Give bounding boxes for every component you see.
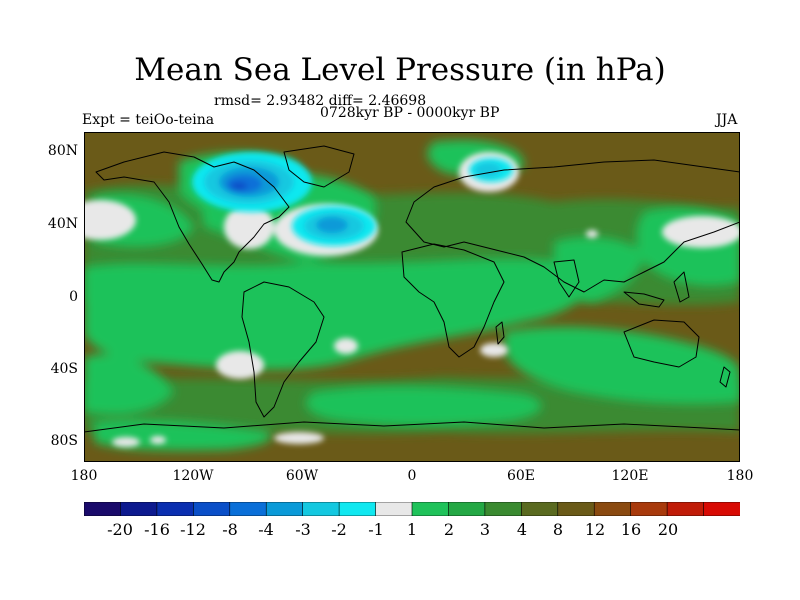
- colorbar-label: 2: [443, 520, 455, 539]
- lon-label-180w: 180: [70, 468, 98, 484]
- lon-label-180e: 180: [726, 468, 754, 484]
- colorbar-label: 20: [657, 520, 679, 539]
- colorbar-swatch: [484, 502, 523, 516]
- colorbar-label: -16: [144, 520, 170, 539]
- colorbar-swatch: [375, 502, 413, 516]
- colorbar: [84, 502, 740, 516]
- blue-anomalies: [192, 152, 513, 246]
- colorbar-swatch: [703, 502, 740, 516]
- colorbar-label: -20: [107, 520, 133, 539]
- season-label: JJA: [716, 112, 738, 128]
- colorbar-swatch: [521, 502, 559, 516]
- colorbar-swatch: [193, 502, 231, 516]
- colorbar-label: -12: [180, 520, 206, 539]
- map-frame: [84, 132, 740, 462]
- chart-title: Mean Sea Level Pressure (in hPa): [134, 52, 666, 88]
- lat-label-40s: 40S: [50, 361, 78, 377]
- lat-label-0: 0: [69, 289, 78, 305]
- experiment-label: Expt = teiOo-teina: [82, 112, 215, 128]
- lon-label-0: 0: [407, 468, 417, 484]
- lon-label-60e: 60E: [506, 468, 536, 484]
- lat-label-80s: 80S: [50, 433, 78, 449]
- stats-line: rmsd= 2.93482 diff= 2.46698: [214, 93, 427, 109]
- coastlines: [84, 145, 740, 433]
- colorbar-swatch: [338, 502, 377, 516]
- lat-label-40n: 40N: [47, 216, 78, 232]
- pressure-map: [84, 132, 740, 462]
- colorbar-swatch: [120, 502, 158, 516]
- colorbar-swatch: [630, 502, 668, 516]
- colorbar-swatch: [156, 502, 195, 516]
- colorbar-label: 16: [620, 520, 642, 539]
- colorbar-label: 1: [406, 520, 418, 539]
- colorbar-label: -1: [368, 520, 384, 539]
- colorbar-swatch: [411, 502, 450, 516]
- colorbar-label: -3: [295, 520, 311, 539]
- colorbar-swatch: [84, 502, 122, 516]
- lon-label-120e: 120E: [611, 468, 649, 484]
- colorbar-label: 8: [552, 520, 564, 539]
- colorbar-label: -2: [331, 520, 347, 539]
- lon-label-120w: 120W: [172, 468, 214, 484]
- colorbar-label: 4: [516, 520, 528, 539]
- colorbar-swatch: [557, 502, 596, 516]
- colorbar-swatch: [666, 502, 705, 516]
- colorbar-label: 3: [479, 520, 491, 539]
- colorbar-label: 12: [584, 520, 606, 539]
- colorbar-swatch: [593, 502, 632, 516]
- colorbar-label: -4: [258, 520, 274, 539]
- colorbar-swatch: [265, 502, 304, 516]
- colorbar-swatch: [448, 502, 486, 516]
- lat-label-80n: 80N: [47, 143, 78, 159]
- period-label: 0728kyr BP - 0000kyr BP: [320, 105, 500, 121]
- colorbar-swatch: [302, 502, 340, 516]
- lon-label-60w: 60W: [285, 468, 319, 484]
- colorbar-swatch: [229, 502, 268, 516]
- colorbar-label: -8: [222, 520, 238, 539]
